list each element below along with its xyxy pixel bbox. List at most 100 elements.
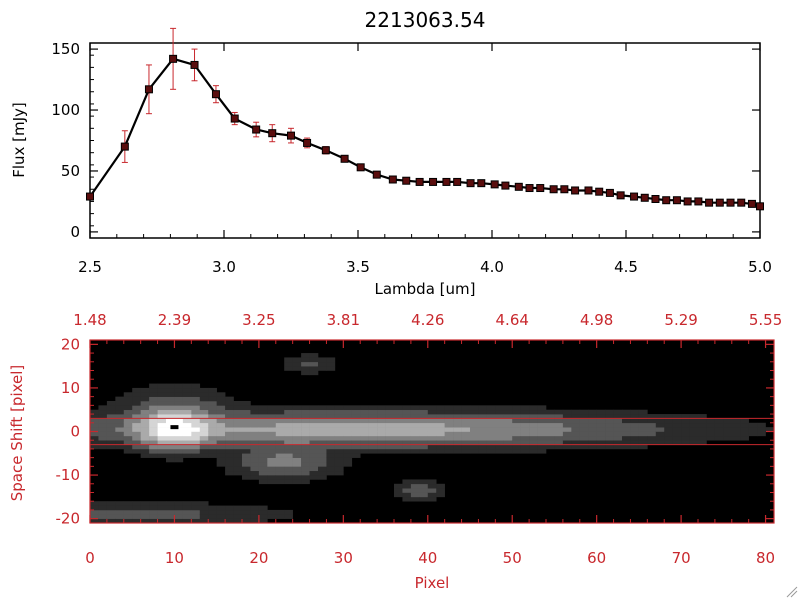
image-pixel xyxy=(199,414,209,419)
image-pixel xyxy=(436,431,445,437)
image-pixel xyxy=(402,488,412,493)
image-pixel xyxy=(537,444,547,450)
image-pixel xyxy=(275,440,285,445)
image-pixel xyxy=(132,509,141,515)
image-pixel xyxy=(115,431,125,437)
image-pixel xyxy=(208,422,217,428)
image-pixel xyxy=(613,431,623,437)
image-pixel xyxy=(588,431,597,437)
image-pixel xyxy=(579,444,589,450)
image-pixel xyxy=(258,431,268,437)
image-pixel xyxy=(596,444,606,450)
image-pixel xyxy=(140,514,150,519)
image-pixel xyxy=(554,431,564,437)
image-pixel xyxy=(478,427,488,432)
image-pixel xyxy=(106,509,116,515)
image-pixel xyxy=(182,392,192,397)
image-pixel xyxy=(284,414,293,419)
image-pixel xyxy=(123,427,133,432)
image-pixel xyxy=(318,431,327,437)
image-pixel xyxy=(318,466,327,472)
image-pixel xyxy=(275,457,285,463)
image-pixel xyxy=(394,405,403,411)
image-pixel xyxy=(292,470,302,476)
image-pixel xyxy=(622,422,631,428)
image-pixel xyxy=(478,409,488,415)
image-pixel xyxy=(368,444,378,450)
image-pixel xyxy=(605,444,614,450)
data-point xyxy=(402,176,411,185)
image-pixel xyxy=(216,422,226,428)
image-pixel xyxy=(250,422,260,428)
data-point xyxy=(321,146,330,155)
data-point xyxy=(595,187,604,196)
image-pixel xyxy=(309,414,319,419)
image-pixel xyxy=(242,466,251,472)
image-pixel xyxy=(182,448,192,454)
image-pixel xyxy=(613,418,623,424)
image-pixel xyxy=(343,405,353,411)
image-pixel xyxy=(436,492,445,498)
image-pixel xyxy=(537,427,547,432)
image-pixel xyxy=(427,448,437,454)
image-pixel xyxy=(225,448,234,454)
image-pixel xyxy=(216,435,226,441)
image-pixel xyxy=(470,435,479,441)
image-pixel xyxy=(292,431,302,437)
image-pixel xyxy=(182,387,192,393)
image-pixel xyxy=(90,518,99,524)
image-pixel xyxy=(664,414,673,419)
image-pixel xyxy=(562,418,572,424)
image-pixel xyxy=(140,396,150,402)
image-pixel xyxy=(292,427,302,432)
image-pixel xyxy=(731,431,741,437)
image-x-tick-label: 50 xyxy=(503,549,522,567)
image-pixel xyxy=(402,496,412,502)
image-pixel xyxy=(579,414,589,419)
image-pixel xyxy=(571,431,581,437)
image-pixel xyxy=(427,422,437,428)
image-pixel xyxy=(90,427,99,432)
image-pixel xyxy=(436,440,445,445)
image-pixel xyxy=(309,466,319,472)
image-pixel xyxy=(647,431,657,437)
image-pixel xyxy=(402,444,412,450)
image-pixel xyxy=(377,440,386,445)
image-pixel xyxy=(123,401,133,406)
image-pixel xyxy=(199,409,209,415)
image-pixel xyxy=(419,435,429,441)
image-pixel xyxy=(360,405,369,411)
image-pixel xyxy=(140,418,150,424)
image-pixel xyxy=(377,422,386,428)
image-pixel xyxy=(689,422,699,428)
image-pixel xyxy=(140,435,150,441)
image-pixel xyxy=(512,435,521,441)
image-pixel xyxy=(98,414,108,419)
resize-grip-icon[interactable] xyxy=(786,586,798,598)
image-pixel xyxy=(242,418,251,424)
image-pixel xyxy=(318,453,327,458)
data-point xyxy=(120,142,129,151)
image-pixel xyxy=(115,418,125,424)
image-pixel xyxy=(605,431,614,437)
image-pixel xyxy=(242,475,251,480)
image-pixel xyxy=(182,422,192,428)
image-pixel xyxy=(149,387,158,393)
image-pixel xyxy=(444,405,454,411)
data-point xyxy=(303,138,312,147)
image-pixel xyxy=(301,427,310,432)
image-pixel xyxy=(368,414,378,419)
image-pixel xyxy=(537,431,547,437)
image-pixel xyxy=(647,414,657,419)
image-pixel xyxy=(132,392,141,397)
image-pixel xyxy=(486,448,496,454)
image-pixel xyxy=(698,418,707,424)
image-pixel xyxy=(478,414,488,419)
image-pixel xyxy=(377,444,386,450)
image-pixel xyxy=(334,414,344,419)
image-pixel xyxy=(292,357,302,363)
image-pixel xyxy=(410,422,420,428)
image-pixel xyxy=(453,422,462,428)
image-pixel xyxy=(385,448,395,454)
image-pixel xyxy=(123,448,133,454)
